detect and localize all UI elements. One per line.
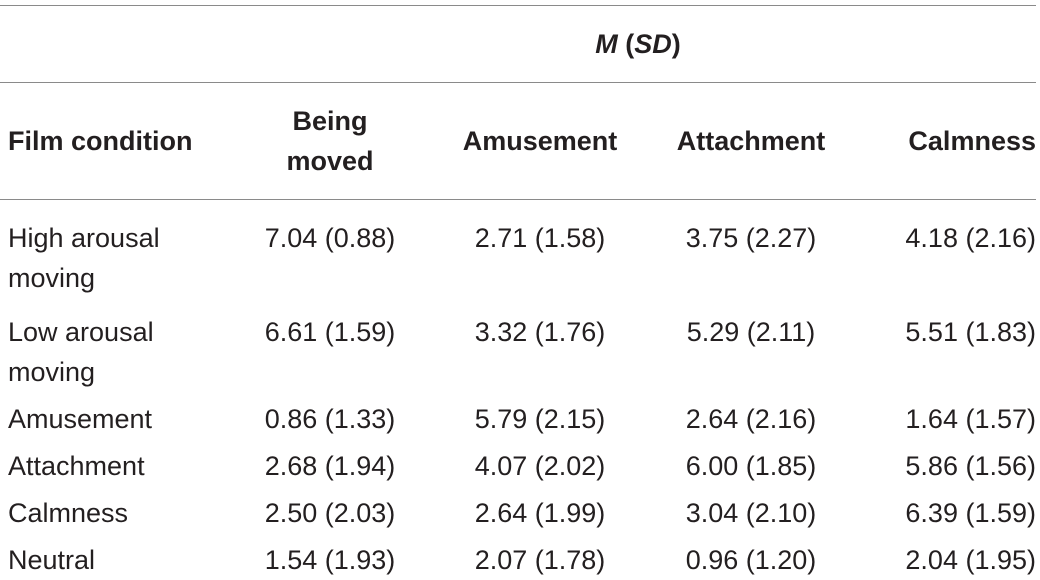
results-table: M (SD) Film condition Being moved Amusem…: [0, 5, 1036, 580]
cell-attachment: 0.96 (1.20): [685, 545, 817, 575]
col-header-amusement: Amusement: [424, 82, 656, 200]
cell-calmness: 6.39 (1.59): [905, 498, 1036, 528]
super-header-m-sd: M (SD): [0, 5, 1036, 83]
cell-being-moved: 7.04 (0.88): [264, 223, 396, 253]
cell-amusement: 5.79 (2.15): [474, 404, 606, 434]
cell-being-moved: 2.50 (2.03): [264, 498, 396, 528]
row-condition: High arousal moving: [8, 223, 160, 293]
cell-amusement: 2.71 (1.58): [474, 223, 606, 253]
table-row: Attachment 2.68 (1.94) 4.07 (2.02) 6.00 …: [0, 439, 1036, 486]
cell-calmness: 2.04 (1.95): [905, 545, 1036, 575]
col-header-attachment: Attachment: [656, 82, 846, 200]
cell-amusement: 3.32 (1.76): [474, 317, 606, 347]
column-header-row: Film condition Being moved Amusement Att…: [0, 82, 1036, 200]
table-row: Neutral 1.54 (1.93) 2.07 (1.78) 0.96 (1.…: [0, 533, 1036, 580]
col-header-being-moved: Being moved: [236, 82, 424, 200]
super-header-sd: SD: [634, 29, 672, 59]
cell-calmness: 4.18 (2.16): [905, 223, 1036, 253]
table-row: Calmness 2.50 (2.03) 2.64 (1.99) 3.04 (2…: [0, 486, 1036, 533]
cell-amusement: 2.07 (1.78): [474, 545, 606, 575]
cell-attachment: 3.04 (2.10): [685, 498, 817, 528]
cell-calmness: 5.51 (1.83): [905, 317, 1036, 347]
col-header-film-condition: Film condition: [0, 82, 236, 200]
row-condition: Low arousal moving: [8, 317, 154, 387]
cell-attachment: 5.29 (2.11): [686, 317, 816, 347]
col-header-calmness: Calmness: [846, 82, 1036, 200]
cell-attachment: 2.64 (2.16): [685, 404, 817, 434]
row-condition: Neutral: [8, 545, 96, 575]
cell-attachment: 3.75 (2.27): [685, 223, 817, 253]
super-header-m: M: [595, 29, 618, 59]
cell-calmness: 5.86 (1.56): [905, 451, 1036, 481]
super-header-row: M (SD): [0, 5, 1036, 83]
table-row: Amusement 0.86 (1.33) 5.79 (2.15) 2.64 (…: [0, 392, 1036, 439]
cell-being-moved: 2.68 (1.94): [264, 451, 396, 481]
row-condition: Amusement: [8, 404, 153, 434]
cell-being-moved: 6.61 (1.59): [264, 317, 396, 347]
cell-being-moved: 1.54 (1.93): [264, 545, 396, 575]
cell-amusement: 2.64 (1.99): [474, 498, 606, 528]
row-condition: Calmness: [8, 498, 129, 528]
row-condition: Attachment: [8, 451, 145, 481]
table-row: High arousal moving 7.04 (0.88) 2.71 (1.…: [0, 200, 1036, 299]
cell-amusement: 4.07 (2.02): [474, 451, 606, 481]
cell-calmness: 1.64 (1.57): [905, 404, 1036, 434]
table-row: Low arousal moving 6.61 (1.59) 3.32 (1.7…: [0, 298, 1036, 392]
cell-attachment: 6.00 (1.85): [685, 451, 817, 481]
cell-being-moved: 0.86 (1.33): [264, 404, 396, 434]
